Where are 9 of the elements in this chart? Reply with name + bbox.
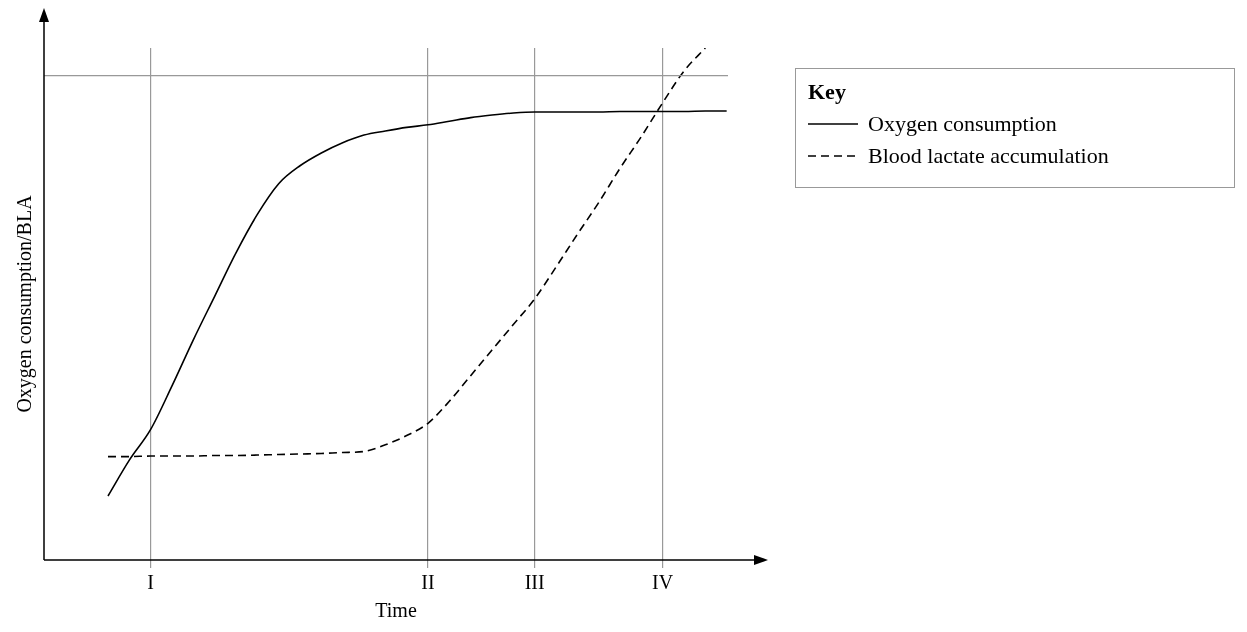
x-tick-label: IV [652, 571, 674, 594]
legend-label: Oxygen consumption [868, 111, 1057, 137]
y-axis-title: Oxygen consumption/BLA [13, 194, 37, 413]
x-tick-label: III [524, 571, 545, 594]
legend-label: Blood lactate accumulation [868, 143, 1109, 169]
x-tick-label: II [421, 571, 435, 594]
legend-title: Key [808, 79, 847, 105]
x-tick-label: I [147, 571, 154, 594]
x-axis-title: Time [375, 599, 417, 622]
